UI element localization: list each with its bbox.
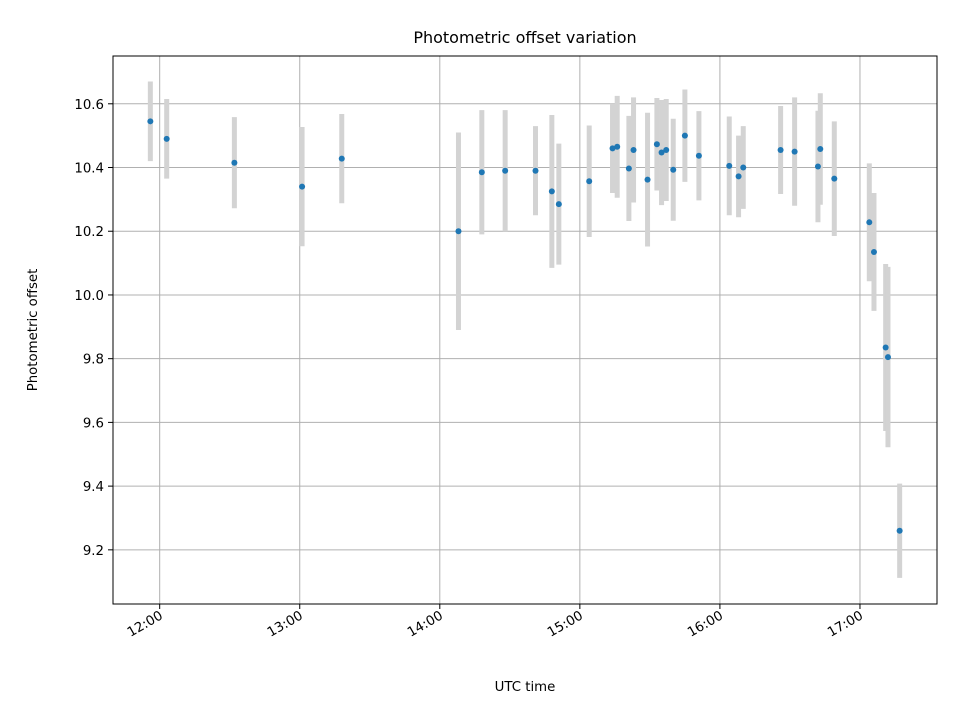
chart-title: Photometric offset variation: [413, 28, 636, 47]
data-point: [299, 183, 306, 190]
data-point: [896, 527, 903, 534]
data-point: [726, 162, 733, 169]
data-point: [658, 149, 665, 156]
data-point: [478, 169, 485, 176]
plot-background: [113, 56, 937, 604]
data-point: [644, 176, 651, 183]
plot-frame: [112, 55, 938, 605]
data-point: [681, 132, 688, 139]
x-tick-label: 17:00: [825, 608, 866, 640]
data-point: [147, 118, 154, 125]
y-tick-label: 9.4: [83, 480, 104, 495]
data-point: [625, 165, 632, 172]
y-axis-ticks: 9.2 9.4 9.6 9.8 10.0 10.2 10.4 10.6: [74, 98, 113, 559]
x-tick-label: 16:00: [685, 608, 726, 640]
data-point: [831, 175, 838, 182]
x-axis-ticks: 12:00 13:00 14:00 15:00 16:00 17:00: [125, 604, 866, 641]
data-point: [740, 164, 747, 171]
x-tick-label: 12:00: [125, 608, 166, 640]
x-tick-label: 13:00: [265, 608, 306, 640]
data-point: [870, 248, 877, 255]
data-point: [884, 354, 891, 361]
data-point: [695, 152, 702, 159]
y-tick-label: 9.8: [83, 353, 104, 368]
data-point: [866, 219, 873, 226]
data-point: [670, 166, 677, 173]
data-point: [817, 146, 824, 153]
grid: [113, 56, 937, 604]
y-tick-label: 10.4: [74, 162, 104, 177]
data-point: [338, 155, 345, 162]
data-point: [586, 178, 593, 185]
data-point: [735, 173, 742, 180]
y-tick-label: 9.6: [83, 416, 104, 431]
data-point: [814, 163, 821, 170]
x-tick-label: 15:00: [545, 608, 586, 640]
data-point: [882, 344, 889, 351]
data-point: [614, 143, 621, 150]
data-point: [555, 201, 562, 208]
y-tick-label: 9.2: [83, 544, 104, 559]
data-point: [231, 159, 238, 166]
data-point: [548, 188, 555, 195]
data-point: [455, 228, 462, 235]
data-points: [147, 118, 903, 534]
data-point: [502, 167, 509, 174]
data-point: [163, 135, 170, 142]
y-axis-label: Photometric offset: [26, 269, 41, 392]
x-axis-label: UTC time: [495, 680, 556, 695]
data-point: [653, 141, 660, 148]
y-tick-label: 10.6: [74, 98, 104, 113]
data-point: [609, 145, 616, 152]
data-point: [663, 146, 670, 153]
y-tick-label: 10.2: [74, 225, 104, 240]
x-tick-label: 14:00: [405, 608, 446, 640]
data-point: [777, 146, 784, 153]
y-tick-label: 10.0: [74, 289, 104, 304]
data-point: [532, 167, 539, 174]
data-point: [791, 148, 798, 155]
data-point: [630, 146, 637, 153]
